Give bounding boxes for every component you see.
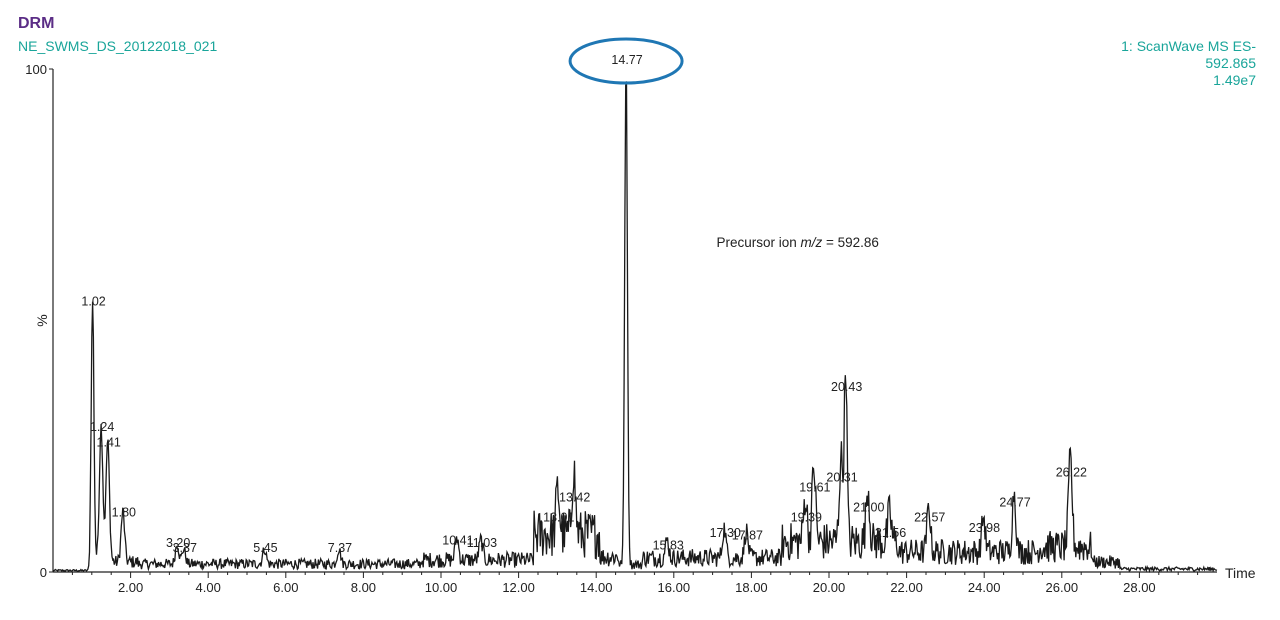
axes-group: 2.00 4.00 6.00 8.00 10.00 12.00 14.00 16.00 18.0… bbox=[25, 62, 1256, 595]
peak-label: 20.43 bbox=[831, 380, 862, 394]
peak-label: 11.03 bbox=[467, 536, 497, 550]
x-tick-label: 24.00 bbox=[968, 580, 1001, 595]
chromatogram-trace bbox=[52, 81, 1218, 574]
x-tick-label: 4.00 bbox=[196, 580, 221, 595]
intensity-label: 1.49e7 bbox=[1213, 72, 1256, 88]
peak-label: 19.39 bbox=[791, 511, 822, 525]
x-tick-label: 16.00 bbox=[658, 580, 691, 595]
peak-label: 20.31 bbox=[826, 470, 857, 484]
x-tick-label: 28.00 bbox=[1123, 580, 1156, 595]
x-tick-label: 22.00 bbox=[890, 580, 923, 595]
peak-labels: 1.02 1.241.41 1.80 3.203.37 5.45 7.37 10.4111.… bbox=[81, 53, 1087, 555]
highlight-ellipse bbox=[568, 37, 684, 85]
sample-name: NE_SWMS_DS_20122018_021 bbox=[18, 38, 218, 54]
x-tick-label: 12.00 bbox=[502, 580, 535, 595]
peak-label: 22.57 bbox=[914, 511, 945, 525]
chart-title: DRM bbox=[18, 15, 55, 32]
peak-label: 5.45 bbox=[253, 541, 277, 555]
peak-label: 1.24 bbox=[90, 420, 114, 434]
y-axis-label: % bbox=[34, 314, 50, 326]
peak-label: 21.56 bbox=[875, 526, 906, 540]
x-tick-label: 26.00 bbox=[1046, 580, 1079, 595]
peak-label: 24.77 bbox=[999, 496, 1030, 510]
precursor-annotation: Precursor ion m/z = 592.86 bbox=[716, 235, 878, 250]
y-tick-label: 0 bbox=[40, 565, 47, 580]
peak-label: 1.41 bbox=[97, 435, 121, 449]
peak-label: 3.20 bbox=[166, 536, 190, 550]
x-tick-label: 10.00 bbox=[425, 580, 458, 595]
peak-label: 3.37 bbox=[173, 541, 197, 555]
mass-label: 592.865 bbox=[1205, 55, 1256, 71]
x-tick-label: 20.00 bbox=[813, 580, 846, 595]
x-tick-label: 14.00 bbox=[580, 580, 613, 595]
x-axis-label: Time bbox=[1225, 565, 1256, 581]
peak-label: 1.80 bbox=[112, 506, 136, 520]
peak-label: 17.87 bbox=[732, 528, 763, 542]
peak-label: 15.83 bbox=[653, 538, 684, 552]
x-tick-label: 8.00 bbox=[351, 580, 376, 595]
peak-label: 23.98 bbox=[969, 521, 1000, 535]
x-tick-label: 18.00 bbox=[735, 580, 768, 595]
peak-label: 13.42 bbox=[559, 491, 590, 505]
peak-label: 17.30 bbox=[710, 526, 741, 540]
peak-label: 26.22 bbox=[1056, 465, 1087, 479]
peak-label: 1.02 bbox=[81, 294, 105, 308]
scan-function-label: 1: ScanWave MS ES- bbox=[1121, 38, 1256, 54]
x-tick-label: 6.00 bbox=[273, 580, 298, 595]
x-tick-label: 2.00 bbox=[118, 580, 143, 595]
peak-label: 10.41 bbox=[442, 533, 473, 547]
peak-label: 21.00 bbox=[853, 501, 884, 515]
peak-label: 13.01 bbox=[543, 511, 574, 525]
peak-label: 19.61 bbox=[799, 481, 830, 495]
peak-label: 14.77 bbox=[611, 53, 642, 67]
peak-label: 7.37 bbox=[328, 541, 352, 555]
y-tick-label: 100 bbox=[25, 62, 47, 77]
